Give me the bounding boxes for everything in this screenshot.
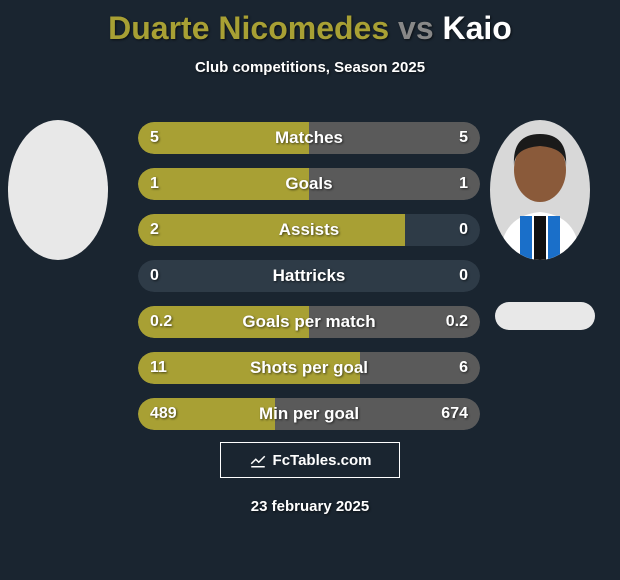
stat-row: 00Hattricks bbox=[138, 260, 480, 292]
player1-name: Duarte Nicomedes bbox=[108, 10, 389, 46]
player2-name-chip bbox=[495, 302, 595, 330]
stat-row: 116Shots per goal bbox=[138, 352, 480, 384]
stat-label: Assists bbox=[138, 214, 480, 246]
subtitle-text: Club competitions, Season 2025 bbox=[0, 59, 620, 76]
stat-label: Shots per goal bbox=[138, 352, 480, 384]
date-text: 23 february 2025 bbox=[0, 498, 620, 515]
stat-label: Min per goal bbox=[138, 398, 480, 430]
stat-row: 489674Min per goal bbox=[138, 398, 480, 430]
chart-icon bbox=[249, 451, 267, 469]
fctables-logo[interactable]: FcTables.com bbox=[220, 442, 400, 478]
stats-list: 55Matches 11Goals 20Assists 00Hattricks 0.20… bbox=[138, 122, 480, 430]
player2-avatar-image bbox=[490, 120, 590, 260]
player2-name: Kaio bbox=[443, 10, 512, 46]
logo-text: FcTables.com bbox=[273, 452, 372, 469]
stat-label: Matches bbox=[138, 122, 480, 154]
stat-row: 55Matches bbox=[138, 122, 480, 154]
stat-label: Hattricks bbox=[138, 260, 480, 292]
player2-avatar bbox=[490, 120, 590, 260]
vs-text: vs bbox=[398, 10, 434, 46]
stat-row: 0.20.2Goals per match bbox=[138, 306, 480, 338]
stat-row: 11Goals bbox=[138, 168, 480, 200]
stat-label: Goals bbox=[138, 168, 480, 200]
comparison-title: Duarte Nicomedes vs Kaio bbox=[0, 0, 620, 47]
player1-name-chip bbox=[8, 175, 108, 203]
stat-label: Goals per match bbox=[138, 306, 480, 338]
stat-row: 20Assists bbox=[138, 214, 480, 246]
